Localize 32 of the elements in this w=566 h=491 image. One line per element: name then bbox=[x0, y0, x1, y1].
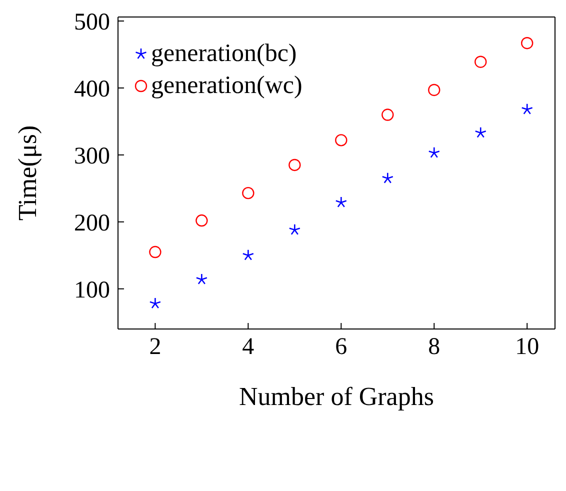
point bbox=[242, 186, 254, 200]
point bbox=[521, 37, 534, 50]
legend-label: generation(bc) bbox=[151, 39, 297, 69]
y-tick-label: 300 bbox=[74, 143, 110, 170]
y-tick-label: 100 bbox=[74, 277, 110, 304]
y-tick-label: 400 bbox=[74, 76, 110, 102]
y-axis-title: Time(μs) bbox=[13, 125, 42, 221]
point bbox=[335, 134, 348, 146]
point bbox=[335, 196, 348, 208]
point bbox=[288, 224, 301, 236]
point bbox=[474, 126, 486, 138]
x-tick-label: 4 bbox=[242, 334, 254, 360]
x-tick-label: 10 bbox=[515, 334, 540, 360]
x-tick-label: 6 bbox=[335, 334, 348, 360]
y-tick-label: 200 bbox=[74, 210, 110, 236]
point bbox=[149, 297, 162, 309]
point bbox=[288, 158, 301, 172]
point bbox=[428, 84, 440, 96]
point bbox=[196, 273, 208, 285]
point bbox=[428, 146, 440, 158]
x-tick-label: 2 bbox=[149, 334, 162, 360]
point bbox=[521, 103, 533, 114]
point bbox=[242, 249, 254, 260]
point bbox=[382, 108, 394, 121]
point bbox=[196, 214, 208, 227]
y-tick-label: 500 bbox=[74, 10, 110, 36]
point bbox=[382, 172, 394, 184]
x-axis-title: Number of Graphs bbox=[239, 382, 434, 411]
legend-label: generation(wc) bbox=[151, 71, 302, 101]
point bbox=[149, 246, 162, 258]
point bbox=[474, 56, 487, 68]
x-tick-label: 8 bbox=[428, 334, 440, 360]
